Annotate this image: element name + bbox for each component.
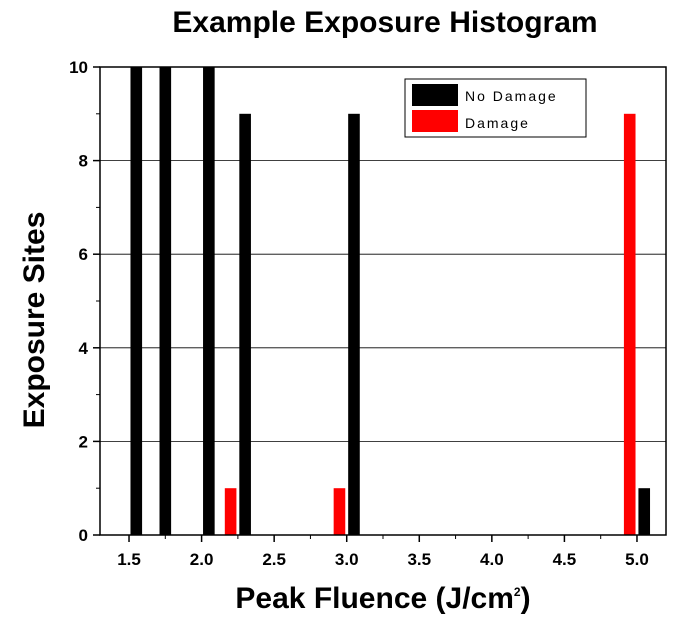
bar-damage bbox=[333, 488, 346, 535]
x-axis-title-superscript: 2 bbox=[514, 585, 521, 599]
bar-no-damage bbox=[203, 67, 215, 535]
y-tick-label: 6 bbox=[79, 245, 88, 264]
y-tick-label: 8 bbox=[79, 152, 88, 171]
x-axis-title: Peak Fluence (J/cm2) bbox=[235, 582, 530, 615]
y-tick-label: 0 bbox=[79, 526, 88, 545]
x-tick-label: 3.5 bbox=[407, 550, 431, 569]
bar-no-damage bbox=[348, 113, 360, 536]
bar-no-damage bbox=[159, 67, 172, 535]
bar-damage bbox=[224, 488, 237, 535]
y-axis: 0 2 4 6 8 10 bbox=[69, 58, 100, 545]
x-tick-label: 3.0 bbox=[335, 550, 359, 569]
legend: No Damage Damage bbox=[404, 78, 587, 138]
chart-title: Example Exposure Histogram bbox=[172, 6, 597, 39]
legend-label-damage: Damage bbox=[465, 115, 530, 131]
bar-no-damage bbox=[130, 67, 143, 535]
bar-no-damage bbox=[239, 113, 251, 536]
y-tick-label: 10 bbox=[69, 58, 88, 77]
bar-damage bbox=[623, 113, 636, 536]
y-tick-label: 4 bbox=[79, 339, 89, 358]
bars bbox=[130, 67, 651, 536]
x-tick-label: 4.5 bbox=[553, 550, 577, 569]
x-tick-label: 2.0 bbox=[190, 550, 214, 569]
x-tick-label: 1.5 bbox=[117, 550, 141, 569]
x-tick-label: 4.0 bbox=[480, 550, 504, 569]
legend-label-no-damage: No Damage bbox=[465, 88, 558, 104]
y-axis-title: Exposure Sites bbox=[18, 212, 51, 429]
x-tick-label: 5.0 bbox=[625, 550, 649, 569]
legend-swatch-damage bbox=[412, 110, 458, 132]
x-axis-title-main: Peak Fluence (J/cm bbox=[235, 582, 513, 615]
x-axis: 1.5 2.0 2.5 3.0 3.5 4.0 4.5 5.0 bbox=[117, 535, 649, 569]
bar-no-damage bbox=[638, 488, 651, 535]
x-tick-label: 2.5 bbox=[262, 550, 286, 569]
gridlines bbox=[100, 160, 666, 442]
legend-swatch-no-damage bbox=[412, 84, 458, 106]
y-tick-label: 2 bbox=[79, 432, 88, 451]
x-axis-title-close: ) bbox=[521, 582, 531, 615]
